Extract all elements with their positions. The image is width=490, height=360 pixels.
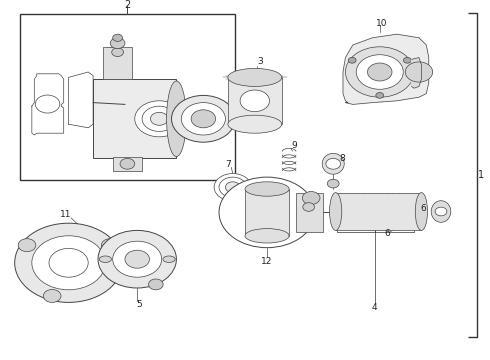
- Ellipse shape: [330, 193, 342, 230]
- Text: 9: 9: [291, 141, 297, 150]
- Ellipse shape: [431, 201, 451, 222]
- Circle shape: [368, 63, 392, 81]
- Ellipse shape: [322, 153, 344, 174]
- Circle shape: [327, 179, 339, 188]
- Ellipse shape: [416, 193, 427, 230]
- Text: 11: 11: [60, 210, 72, 219]
- Text: 10: 10: [376, 19, 388, 28]
- Bar: [93, 79, 176, 158]
- Circle shape: [113, 34, 122, 41]
- Bar: [103, 47, 132, 79]
- Ellipse shape: [163, 256, 175, 262]
- Text: 5: 5: [137, 300, 143, 309]
- Circle shape: [135, 101, 184, 137]
- Circle shape: [240, 90, 270, 112]
- Polygon shape: [343, 34, 429, 104]
- Circle shape: [405, 62, 433, 82]
- Text: 12: 12: [261, 256, 273, 265]
- Circle shape: [15, 223, 122, 302]
- Circle shape: [303, 203, 315, 211]
- Circle shape: [120, 158, 135, 169]
- Circle shape: [142, 106, 176, 131]
- Circle shape: [348, 57, 356, 63]
- Text: 3: 3: [257, 57, 263, 66]
- Circle shape: [219, 177, 246, 197]
- Text: 6: 6: [420, 204, 426, 213]
- Circle shape: [302, 192, 320, 204]
- Circle shape: [345, 47, 414, 97]
- Ellipse shape: [99, 256, 112, 262]
- Circle shape: [181, 103, 225, 135]
- Text: 2: 2: [124, 0, 130, 10]
- Circle shape: [214, 174, 251, 201]
- Circle shape: [94, 97, 112, 110]
- Ellipse shape: [167, 81, 186, 157]
- Circle shape: [403, 57, 411, 63]
- Circle shape: [225, 182, 240, 193]
- Circle shape: [110, 38, 125, 49]
- Circle shape: [150, 112, 168, 125]
- Ellipse shape: [228, 115, 282, 133]
- Circle shape: [43, 289, 61, 302]
- Bar: [296, 193, 323, 232]
- Text: 1: 1: [478, 170, 484, 180]
- Circle shape: [435, 207, 447, 216]
- Circle shape: [35, 95, 60, 113]
- Polygon shape: [412, 58, 421, 88]
- Circle shape: [113, 241, 162, 277]
- Circle shape: [18, 239, 36, 252]
- Bar: [336, 193, 421, 230]
- Circle shape: [219, 177, 315, 248]
- Circle shape: [98, 230, 176, 288]
- Circle shape: [125, 250, 149, 268]
- Text: 4: 4: [372, 303, 378, 312]
- Bar: [245, 189, 289, 236]
- Circle shape: [356, 55, 403, 89]
- Text: 7: 7: [225, 161, 231, 169]
- Circle shape: [99, 100, 107, 106]
- Bar: [20, 14, 235, 180]
- Text: 6: 6: [384, 230, 390, 239]
- Circle shape: [326, 158, 341, 169]
- Ellipse shape: [245, 229, 289, 243]
- Circle shape: [112, 48, 123, 57]
- Circle shape: [148, 279, 163, 290]
- Circle shape: [376, 93, 384, 98]
- Circle shape: [32, 236, 105, 290]
- Ellipse shape: [228, 68, 282, 86]
- Bar: [113, 157, 142, 171]
- Ellipse shape: [245, 182, 289, 196]
- Circle shape: [49, 248, 88, 277]
- Bar: [228, 77, 282, 124]
- Text: 8: 8: [339, 154, 345, 163]
- Circle shape: [101, 239, 119, 252]
- Circle shape: [172, 95, 235, 142]
- Circle shape: [191, 110, 216, 128]
